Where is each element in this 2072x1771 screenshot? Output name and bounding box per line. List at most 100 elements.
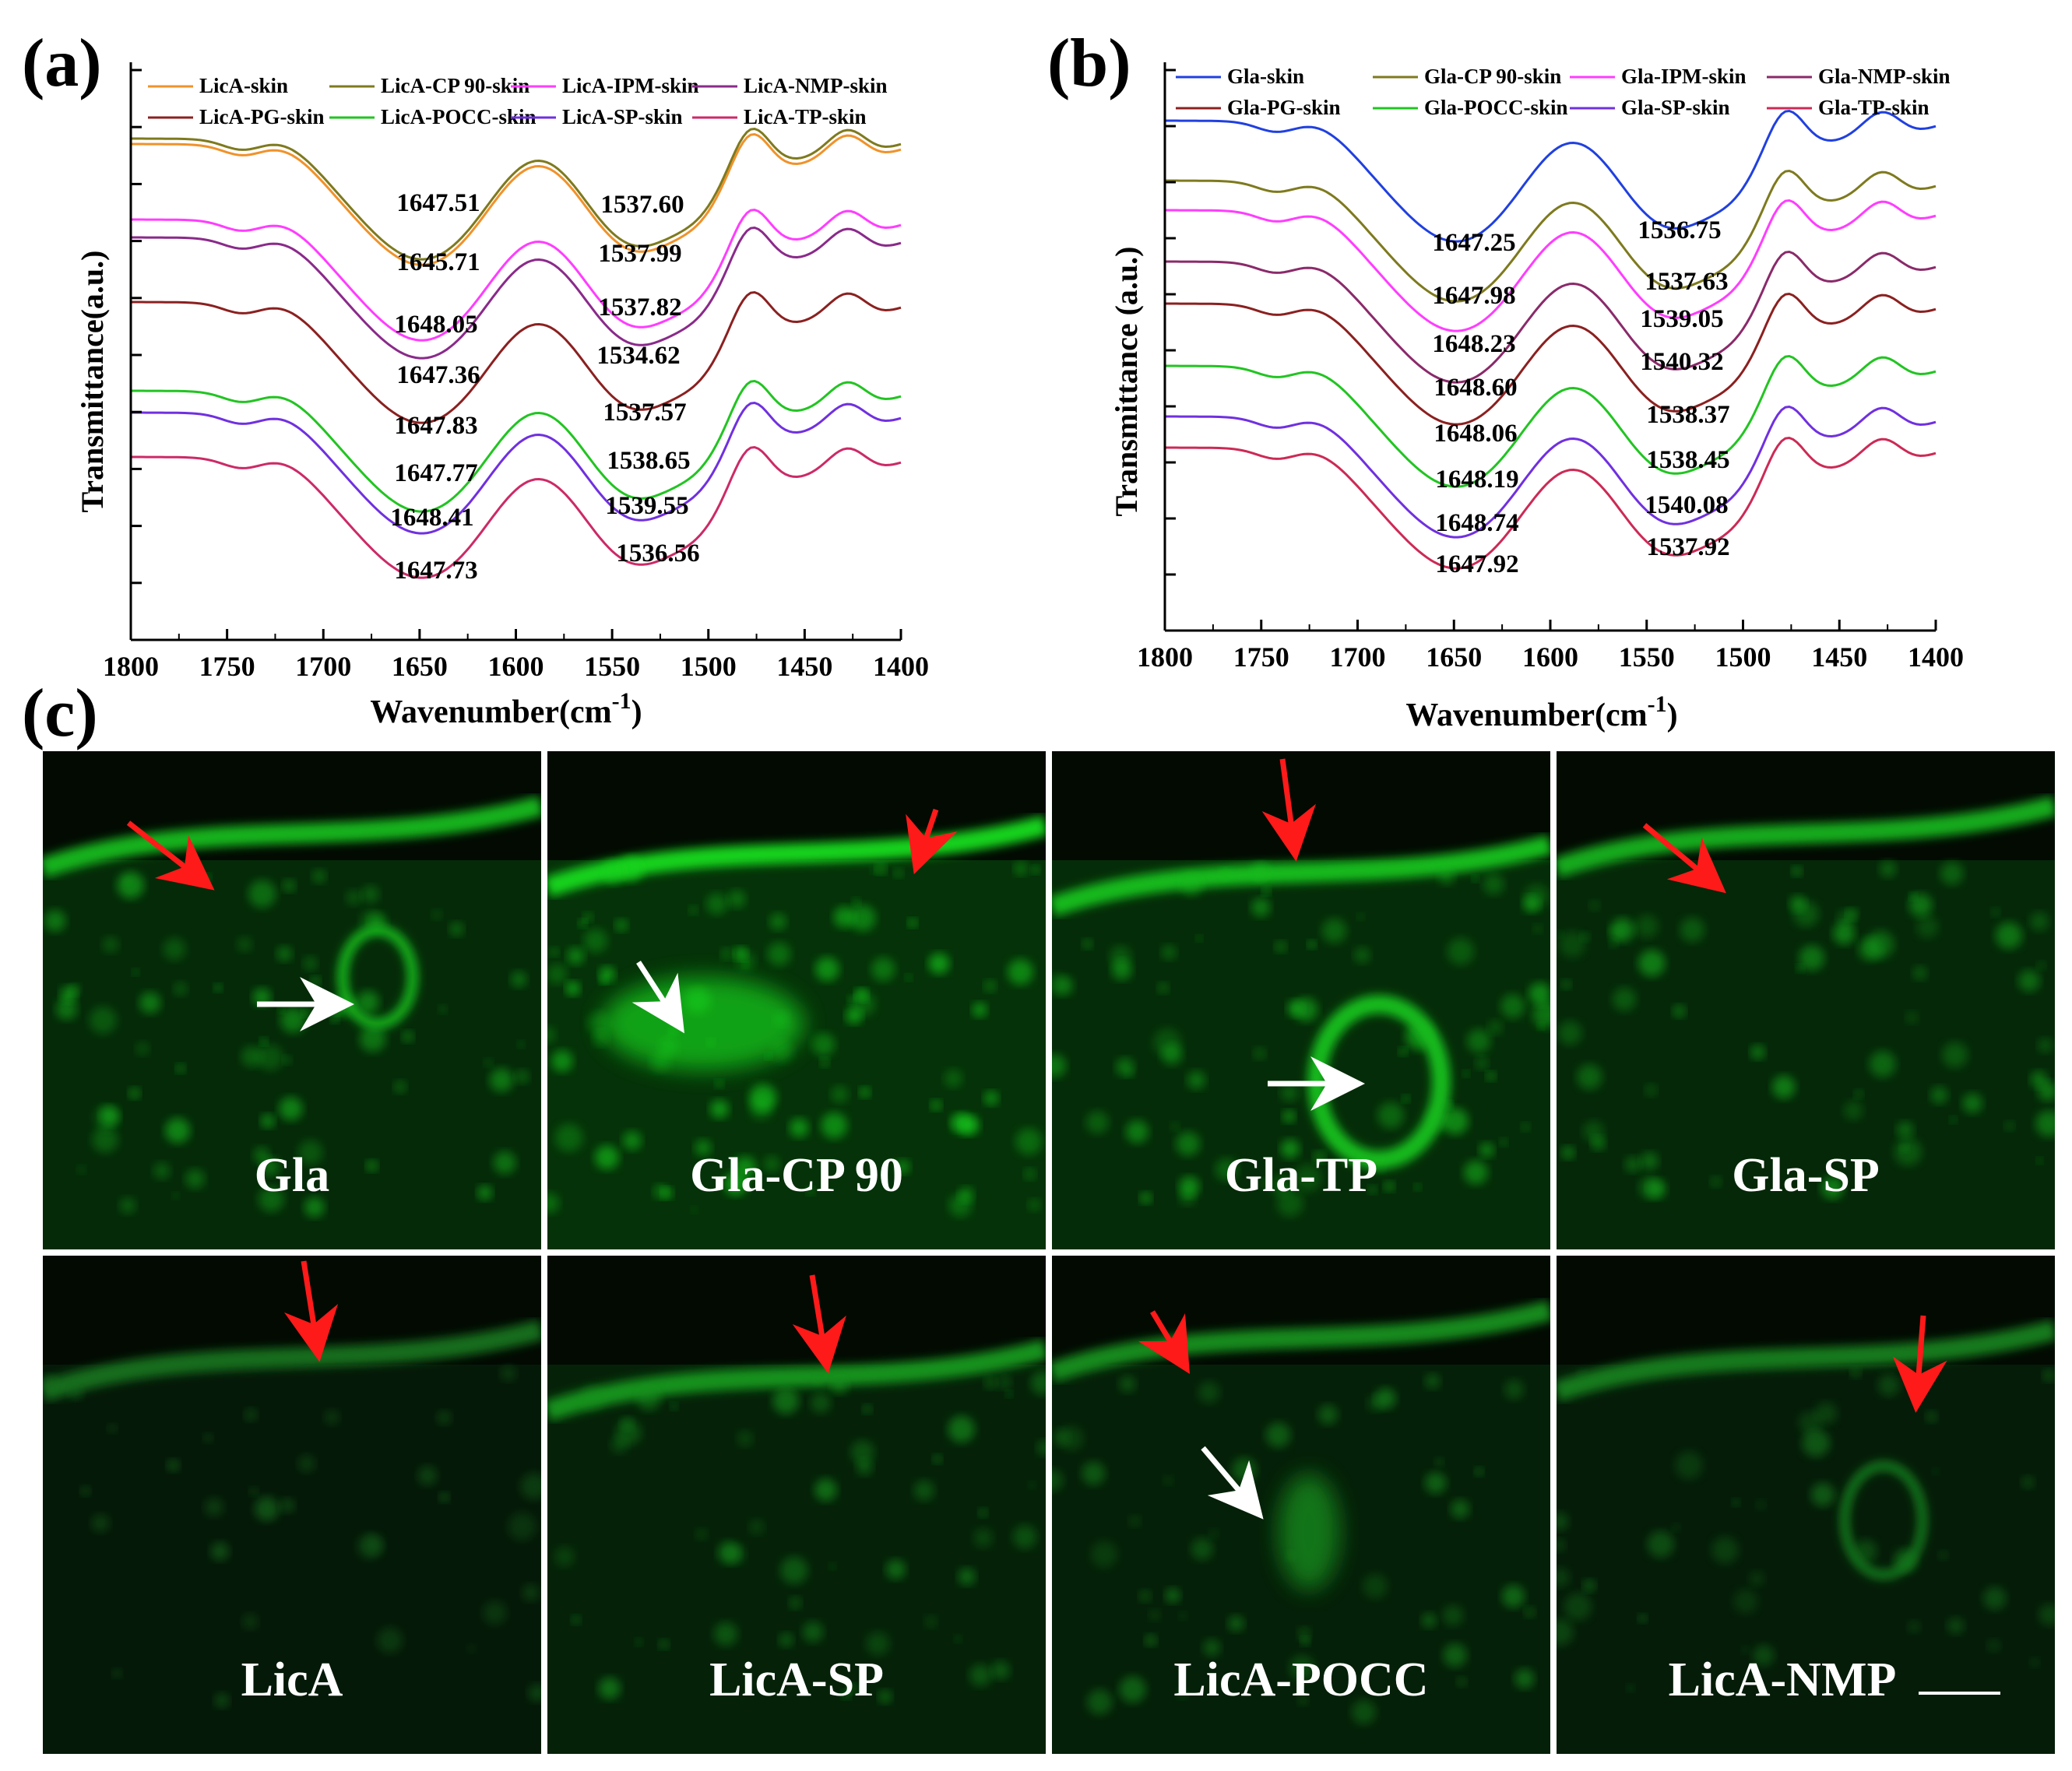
x-tick-label: 1450 (776, 651, 832, 682)
fluorescence-speckle (952, 1113, 975, 1135)
fluorescence-speckle (100, 1106, 120, 1126)
fluorescence-speckle (810, 1393, 832, 1414)
fluorescence-speckle (1710, 1176, 1722, 1187)
fluorescence-speckle (1798, 1411, 1821, 1434)
fluorescence-speckle (972, 1002, 987, 1017)
series-line (131, 445, 902, 579)
fluorescence-speckle (1926, 1411, 1937, 1423)
fluorescence-speckle (312, 870, 326, 884)
fluorescence-speckle (248, 880, 276, 908)
peak-label: 1648.19 (1435, 466, 1518, 494)
fluorescence-speckle (508, 1513, 536, 1541)
ftir-chart-a: LicA-skin LicA-CP 90-skin LicA-IPM-skin Lic… (75, 62, 929, 730)
fluorescence-speckle (1559, 931, 1585, 958)
peak-label: 1648.60 (1434, 374, 1517, 402)
series-line (1165, 354, 1937, 488)
peak-label: 1537.99 (598, 240, 681, 268)
fluorescence-speckle (1750, 1045, 1765, 1059)
fluorescence-speckle (1488, 1020, 1503, 1035)
peak-label: 1648.06 (1434, 420, 1517, 448)
fluorescence-speckle (1402, 1095, 1410, 1103)
fluorescence-speckle (1270, 1175, 1292, 1196)
x-tick-label: 1750 (1233, 641, 1289, 673)
peak-label: 1537.60 (600, 191, 684, 219)
micrograph-label: LicA-POCC (1173, 1653, 1428, 1706)
red-arrow (792, 1274, 846, 1374)
fluorescence-speckle (1307, 940, 1317, 949)
fluorescence-speckle (1180, 872, 1203, 896)
fluorescence-speckle (908, 918, 917, 928)
chart-b-xlabel-close: ) (1667, 698, 1678, 733)
fluorescence-speckle (210, 1542, 230, 1561)
fluorescence-speckle (1879, 860, 1897, 878)
fluorescence-speckle (176, 1063, 185, 1073)
fluorescence-speckle (1962, 1093, 1982, 1114)
fluorescence-speckle (1375, 1388, 1396, 1409)
fluorescence-speckle (438, 1005, 447, 1014)
fluorescence-speckle (1711, 1536, 1739, 1564)
fluorescence-speckle (1991, 908, 2000, 917)
legend-entry: LicA-PG-skin (199, 105, 325, 128)
panel-label-c: (c) (22, 676, 98, 751)
fluorescence-speckle (280, 1498, 295, 1513)
fluorescence-speckle (260, 1157, 280, 1177)
fluorescence-speckle (1368, 1185, 1377, 1194)
chart-b-peak-labels: 1647.25 1536.75 1647.98 1537.63 1648.23 1539.… (1432, 216, 1729, 578)
series-line (131, 127, 902, 261)
fluorescence-speckle (1514, 1668, 1535, 1688)
fluorescence-speckle (1500, 994, 1525, 1019)
peak-label: 1647.36 (396, 361, 480, 389)
fluorescence-speckle (928, 953, 950, 975)
micrograph-lica-pocc: LicA-POCC (1052, 1256, 1550, 1754)
fluorescence-speckle (997, 1375, 1011, 1390)
fluorescence-speckle (255, 1496, 280, 1521)
fluorescence-speckle (1561, 979, 1571, 989)
fluorescence-speckle (1215, 1158, 1238, 1181)
fluorescence-speckle (1209, 1529, 1219, 1539)
hair-follicle (1840, 1461, 1927, 1579)
fluorescence-speckle (1833, 922, 1856, 945)
x-tick-label: 1500 (681, 651, 737, 682)
fluorescence-speckle (767, 942, 791, 966)
chart-a-legend: LicA-skin LicA-CP 90-skin LicA-IPM-skin Lic… (148, 74, 888, 128)
fluorescence-speckle (2030, 912, 2049, 931)
legend-entry: Gla-IPM-skin (1621, 65, 1747, 88)
peak-label: 1538.45 (1646, 446, 1729, 474)
chart-b-xlabel-main: Wavenumber(cm (1405, 698, 1647, 733)
stratum-corneum-band (547, 1339, 1046, 1421)
legend-entry: LicA-CP 90-skin (381, 74, 529, 97)
fluorescence-speckle (1639, 1176, 1662, 1199)
fluorescence-speckle (691, 1207, 698, 1214)
fluorescence-speckle (1082, 1461, 1106, 1485)
fluorescence-speckle (43, 1375, 58, 1391)
fluorescence-speckle (1909, 892, 1917, 901)
fluorescence-speckle (1289, 1655, 1315, 1681)
fluorescence-speckle (831, 1085, 849, 1103)
legend-entry: LicA-NMP-skin (744, 74, 888, 97)
fluorescence-speckle (1012, 1525, 1037, 1549)
fluorescence-speckle (1119, 1376, 1136, 1393)
fluorescence-speckle (1140, 1192, 1152, 1204)
fluorescence-speckle (959, 1187, 974, 1203)
fluorescence-speckle (886, 1559, 906, 1579)
series-line (131, 401, 902, 535)
fluorescence-speckle (859, 1087, 871, 1098)
fluorescence-speckle (122, 877, 132, 885)
series-line (1165, 405, 1937, 539)
chart-b-y-axis (1163, 62, 1176, 632)
red-arrow (1138, 1310, 1191, 1375)
fluorescence-speckle (304, 1196, 325, 1218)
fluorescence-speckle (790, 1118, 809, 1137)
fluorescence-speckle (1814, 1402, 1838, 1425)
x-tick-label: 1500 (1715, 641, 1771, 673)
red-arrow (283, 1260, 339, 1362)
x-tick-label: 1700 (295, 651, 351, 682)
series-line (1165, 292, 1937, 426)
x-tick-label: 1700 (1330, 641, 1386, 673)
fluorescence-speckle (77, 1165, 86, 1174)
fluorescence-speckle (1125, 1120, 1149, 1144)
fluorescence-speckle (277, 1007, 285, 1014)
fluorescence-speckle (1680, 917, 1705, 943)
fluorescence-speckle (1942, 1042, 1968, 1068)
fluorescence-speckle (984, 1376, 997, 1389)
